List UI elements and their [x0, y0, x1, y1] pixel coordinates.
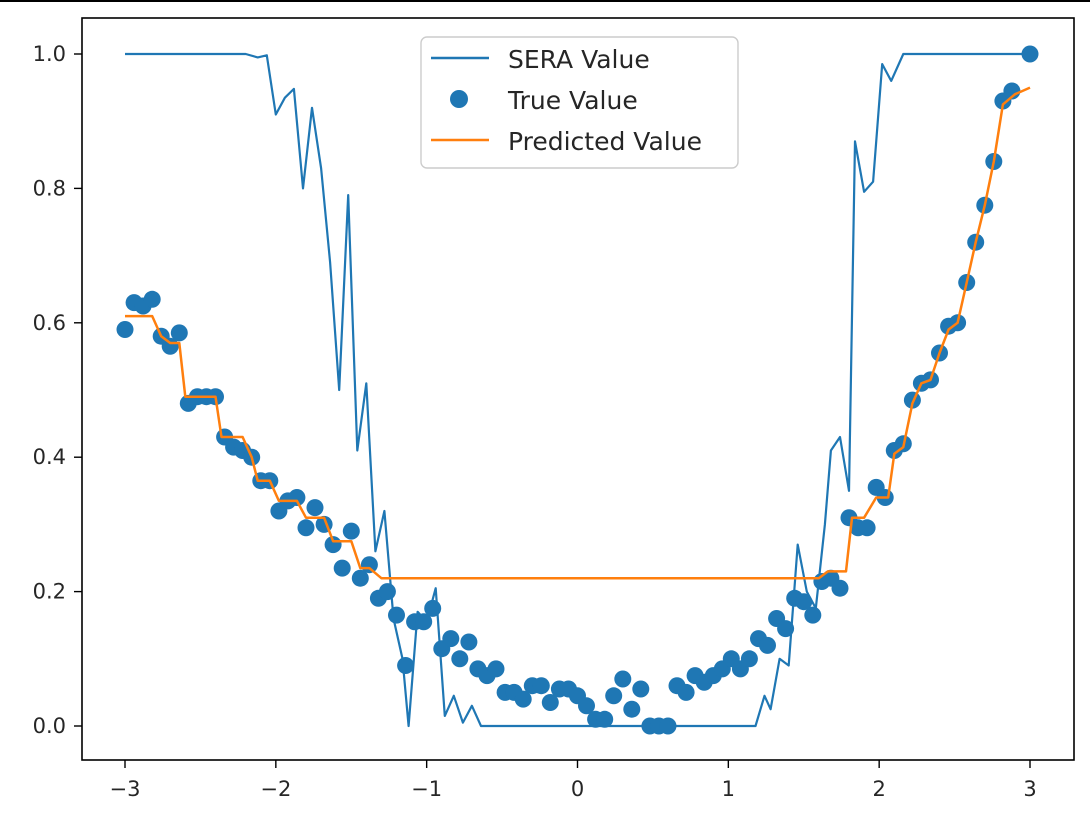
scatter-point-true-value — [740, 650, 758, 668]
series-line-predicted-value — [125, 86, 1031, 580]
scatter-point-true-value — [388, 606, 405, 624]
scatter-point-true-value — [360, 556, 378, 574]
scatter-point-true-value — [659, 717, 677, 735]
y-tick-label: 1.0 — [33, 42, 66, 66]
scatter-point-true-value — [442, 630, 460, 648]
scatter-point-true-value — [460, 633, 478, 651]
scatter-point-true-value — [578, 697, 595, 715]
y-tick-label: 0.0 — [33, 714, 66, 738]
scatter-point-true-value — [143, 290, 161, 308]
x-tick-label: 2 — [872, 777, 885, 801]
scatter-point-true-value — [1003, 82, 1021, 100]
scatter-point-true-value — [677, 683, 695, 701]
scatter-point-true-value — [333, 559, 351, 577]
scatter-point-true-value — [596, 710, 614, 728]
legend-label-predicted: Predicted Value — [508, 127, 702, 156]
scatter-point-true-value — [306, 499, 324, 517]
scatter-point-true-value — [532, 677, 550, 695]
legend-box — [420, 36, 739, 169]
scatter-point-true-value — [424, 599, 442, 617]
x-tick-label: −2 — [260, 777, 291, 801]
scatter-point-true-value — [614, 670, 632, 688]
x-tick-label: −3 — [110, 777, 141, 801]
top-border — [0, 0, 1090, 2]
scatter-point-true-value — [777, 620, 795, 638]
scatter-point-true-value — [541, 694, 559, 711]
legend-label-true: True Value — [507, 86, 638, 115]
legend-label-sera: SERA Value — [508, 45, 650, 74]
scatter-point-true-value — [605, 687, 623, 705]
scatter-point-true-value — [451, 650, 469, 668]
scatter-point-true-value — [378, 583, 396, 601]
x-tick-label: 3 — [1023, 777, 1036, 801]
scatter-point-true-value — [632, 680, 650, 698]
scatter-point-true-value — [297, 519, 315, 537]
y-tick-label: 0.4 — [33, 445, 66, 469]
scatter-point-true-value — [623, 700, 641, 718]
scatter-point-true-value — [397, 657, 415, 674]
scatter-point-true-value — [1021, 45, 1039, 63]
scatter-point-true-value — [804, 606, 822, 624]
y-tick-label: 0.8 — [33, 176, 66, 200]
x-tick-label: 1 — [722, 777, 735, 801]
scatter-point-true-value — [831, 579, 849, 597]
scatter-point-true-value — [858, 519, 876, 537]
scatter-point-true-value — [759, 636, 776, 654]
y-tick-label: 0.6 — [33, 311, 66, 335]
x-tick-label: −1 — [411, 777, 442, 801]
scatter-point-true-value — [795, 593, 813, 611]
scatter-point-true-value — [514, 690, 532, 708]
legend: SERA Value True Value Predicted Value — [420, 36, 739, 169]
scatter-point-true-value — [170, 324, 188, 342]
scatter-point-true-value — [116, 321, 134, 338]
y-tick-label: 0.2 — [33, 580, 66, 604]
scatter-point-true-value — [342, 522, 360, 540]
scatter-point-true-value — [415, 613, 433, 631]
scatter-point-true-value — [487, 660, 505, 678]
scatter-point-true-value — [351, 569, 369, 587]
x-tick-label: 0 — [571, 777, 584, 801]
legend-swatch-true — [450, 90, 468, 108]
